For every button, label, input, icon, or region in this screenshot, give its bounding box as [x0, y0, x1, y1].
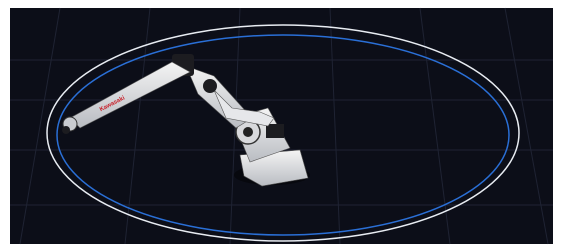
- page: {"image": {"logo": "Kawasaki"}} Kawasaki: [0, 0, 563, 246]
- scene: Kawasaki: [0, 0, 563, 246]
